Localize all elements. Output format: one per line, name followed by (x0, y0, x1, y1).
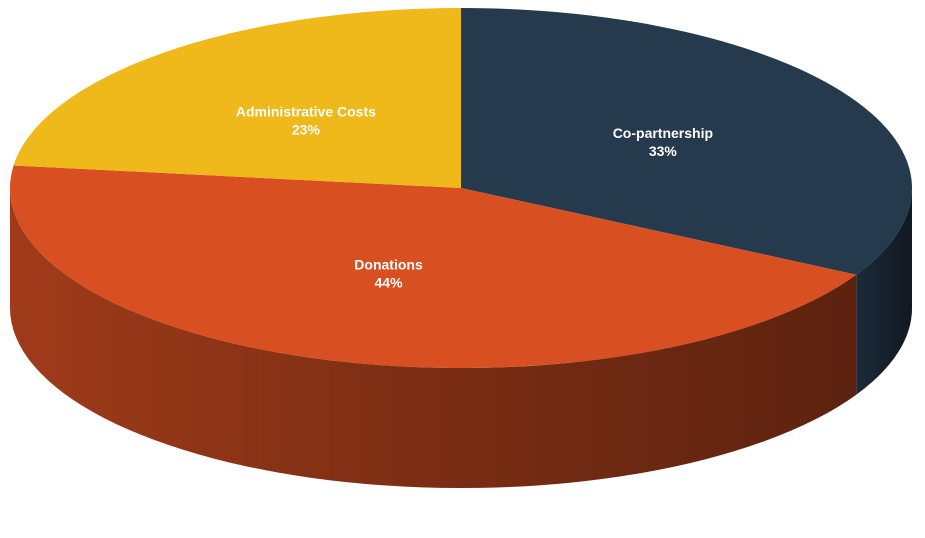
pie-slice-side-shade-co-partnership (856, 188, 912, 395)
slice-value-label-co-partnership: 33% (649, 143, 678, 159)
pie-slice-donations (9, 165, 857, 368)
slice-label-administrative-costs: Administrative Costs (236, 103, 376, 119)
slice-value-label-donations: 44% (375, 275, 404, 291)
pie-slice-administrative-costs (13, 8, 461, 188)
slice-value-label-administrative-costs: 23% (292, 121, 321, 137)
slice-label-co-partnership: Co-partnership (613, 125, 713, 141)
pie-slice-co-partnership (461, 8, 912, 275)
slice-label-donations: Donations (354, 257, 423, 273)
pie-slice-side-shade-donations (10, 188, 857, 489)
